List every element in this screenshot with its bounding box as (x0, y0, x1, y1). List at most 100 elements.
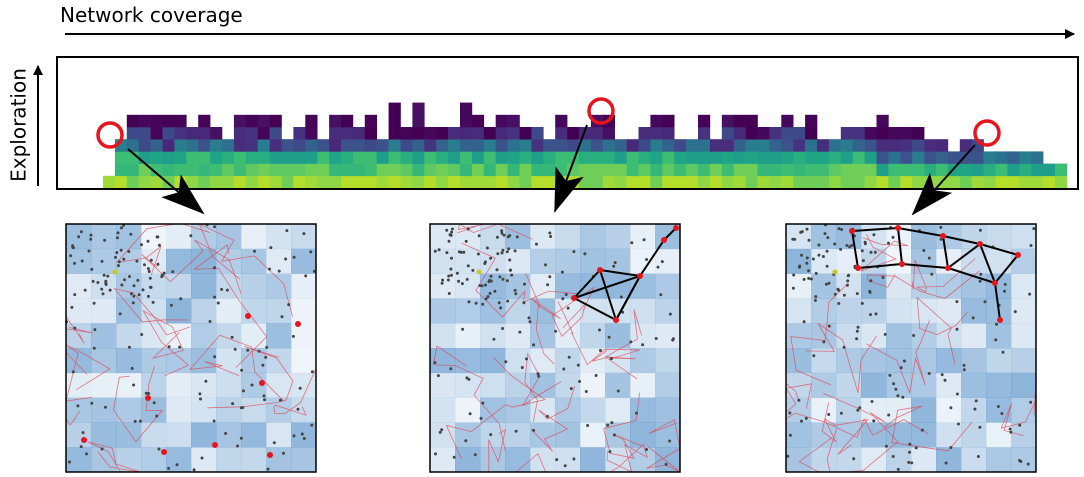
agent-dot (79, 230, 83, 234)
agent-dot (518, 330, 522, 334)
network-node (997, 317, 1003, 323)
map-cell (530, 273, 556, 299)
agent-dot (606, 423, 610, 427)
agent-dot (476, 252, 480, 256)
agent-dot (131, 301, 135, 305)
agent-dot (548, 275, 552, 279)
agent-dot (836, 287, 840, 291)
agent-dot (278, 398, 282, 402)
map-cell (66, 273, 92, 299)
heatmap-cell (626, 139, 639, 152)
heatmap-cell (567, 127, 580, 140)
heatmap-cell (924, 163, 937, 177)
network-link (942, 235, 949, 269)
agent-dot (468, 412, 472, 416)
map-panel (429, 223, 681, 473)
agent-dot (291, 334, 295, 338)
map-cell (786, 298, 812, 324)
heatmap-cell (638, 127, 651, 140)
agent-dot (481, 302, 485, 306)
heatmap-cell (519, 139, 532, 152)
agent-dot (213, 295, 217, 299)
agent-dot (833, 242, 837, 246)
map-cell (505, 372, 531, 398)
map-cell (116, 273, 142, 299)
heatmap-cell (341, 139, 354, 152)
agent-dot (199, 397, 202, 401)
agent-dot (285, 229, 289, 233)
map-panel (785, 223, 1037, 473)
agent-dot (233, 347, 237, 351)
highlight-circle (96, 121, 124, 149)
heatmap-cell (840, 139, 853, 152)
network-node (1015, 252, 1021, 258)
agent-dot (821, 255, 825, 258)
map-cell (986, 348, 1012, 374)
map-cell (455, 447, 481, 473)
map-cell (505, 397, 531, 423)
heatmap-cell (543, 175, 556, 189)
map-cell (291, 248, 317, 274)
agent-dot (800, 253, 803, 257)
heatmap-cell (138, 139, 151, 152)
agent-dot (978, 228, 982, 232)
agent-dot (171, 270, 175, 274)
agent-dot (90, 401, 94, 405)
heatmap-cell (924, 151, 937, 164)
agent-dot (70, 305, 74, 309)
agent-dot (81, 431, 85, 435)
map-cell (266, 397, 292, 423)
heatmap-cell (602, 139, 615, 152)
agent-dot (576, 363, 580, 367)
agent-dot (554, 329, 558, 333)
map-cell (580, 372, 606, 398)
heatmap-cell (293, 163, 306, 177)
heatmap-cell (126, 139, 139, 152)
agent-dot (467, 377, 471, 381)
heatmap-cell (162, 114, 175, 128)
agent-dot (501, 327, 505, 330)
agent-dot (1003, 282, 1007, 286)
map-cell (861, 447, 887, 473)
map-cell (191, 397, 217, 423)
heatmap-cell (840, 163, 853, 177)
network-node (259, 380, 265, 386)
map-cell (430, 422, 456, 448)
heatmap-cell (186, 163, 199, 177)
map-cell (480, 372, 506, 398)
trajectory (790, 282, 849, 386)
network-link (897, 227, 944, 237)
map-cell (861, 397, 887, 423)
map-cell (886, 248, 912, 274)
agent-dot (827, 281, 831, 285)
agent-dot (445, 251, 449, 255)
heatmap-cell (460, 163, 473, 177)
heatmap-cell (222, 139, 235, 152)
heatmap-cell (757, 163, 770, 177)
trajectory (821, 402, 869, 455)
heatmap-cell (1055, 163, 1068, 177)
heatmap-cell (959, 175, 972, 189)
heatmap-cell (495, 114, 508, 128)
map-cell (455, 323, 481, 349)
map-cell (241, 447, 267, 473)
agent-dot (562, 367, 566, 371)
agent-dot (513, 249, 517, 253)
map-cell (1011, 224, 1037, 250)
agent-dot (236, 444, 239, 448)
heatmap-cell (126, 114, 139, 128)
agent-dot (635, 411, 638, 415)
agent-dot (654, 337, 658, 340)
heatmap-cell (376, 139, 389, 152)
map-cell (66, 422, 92, 448)
map-cell (480, 224, 506, 250)
agent-dot (800, 419, 803, 423)
heatmap-cell (793, 151, 806, 164)
heatmap-cell (638, 175, 651, 189)
heatmap-cell (828, 151, 842, 164)
map-cell (266, 224, 292, 250)
heatmap-cell (995, 175, 1008, 189)
agent-dot (73, 293, 77, 297)
map-cell (786, 248, 812, 274)
heatmap-cell (400, 175, 413, 189)
